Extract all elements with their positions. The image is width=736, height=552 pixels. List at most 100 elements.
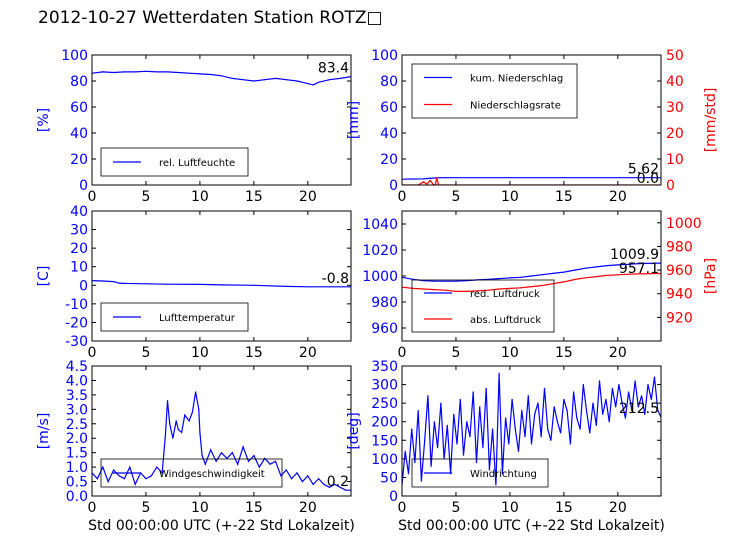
data-point — [253, 284, 255, 286]
y-tick-label: 100 — [61, 48, 88, 64]
data-point — [195, 391, 197, 393]
y-tick-label: 20 — [380, 152, 398, 168]
data-point — [541, 284, 543, 287]
data-point — [479, 406, 481, 408]
data-point — [488, 469, 490, 471]
data-point — [145, 283, 147, 285]
data-point — [439, 177, 441, 179]
data-point — [433, 421, 435, 423]
series-group — [402, 177, 661, 185]
y-right-tick-label: 1000 — [666, 216, 702, 232]
data-point — [301, 481, 303, 483]
x-tick-label: 5 — [141, 345, 150, 361]
data-point — [291, 478, 293, 480]
y-tick-label: 3.5 — [66, 388, 88, 404]
data-point — [444, 177, 446, 179]
data-point — [641, 395, 643, 397]
y-tick-label: 10 — [70, 260, 88, 276]
y-tick-label: 100 — [371, 48, 398, 64]
data-point — [453, 413, 455, 415]
data-point — [517, 450, 520, 452]
y-tick-label: 980 — [371, 295, 398, 311]
y-tick-label: 1.5 — [66, 446, 88, 462]
y-tick-label: 100 — [371, 452, 398, 468]
data-point — [435, 177, 438, 179]
x-tick-label: 0 — [398, 500, 407, 516]
data-point — [605, 398, 607, 400]
series-line-humidity-0 — [92, 70, 351, 86]
y-tick-label: 2.0 — [66, 431, 88, 447]
x-tick-label: 15 — [245, 189, 263, 205]
data-point — [424, 439, 426, 441]
legend-entry: Lufttemperatur — [159, 313, 236, 324]
data-point — [264, 79, 266, 81]
x-tick-label: 20 — [609, 189, 627, 205]
data-point — [455, 280, 457, 282]
data-point — [589, 432, 591, 434]
data-point — [407, 473, 410, 475]
data-point — [242, 79, 244, 81]
data-point — [328, 486, 330, 488]
data-point — [433, 289, 435, 291]
data-point — [164, 434, 166, 436]
y-tick-label: 0 — [389, 489, 398, 505]
plot-frame — [91, 365, 352, 497]
data-point — [498, 372, 500, 374]
legend-entry: Niederschlagsrate — [470, 101, 561, 112]
data-point — [253, 80, 255, 82]
data-point — [574, 278, 576, 281]
x-tick-label: 20 — [299, 189, 317, 205]
data-point — [541, 274, 543, 276]
data-point — [634, 380, 636, 382]
series-line-temperature-0 — [92, 280, 351, 288]
x-tick-label: 15 — [555, 345, 573, 361]
data-point — [129, 466, 131, 468]
chart-panel-windspeed: 0 5 10 15 20 0.00.51.01.52.02.53.03.54.04.5 [m… — [36, 359, 355, 534]
data-point — [285, 469, 287, 471]
data-point — [606, 274, 608, 276]
y-tick-label: 4.5 — [66, 359, 88, 375]
x-tick-label: 15 — [555, 189, 573, 205]
y-right-tick-label: 920 — [666, 310, 693, 326]
data-point — [550, 439, 552, 441]
data-point — [644, 413, 646, 415]
data-point — [231, 452, 233, 454]
data-point — [498, 278, 500, 280]
data-point — [430, 465, 432, 467]
data-point — [553, 406, 555, 408]
legend-entry: red. Luftdruck — [470, 289, 540, 300]
data-point — [466, 421, 468, 423]
x-tick-label: 15 — [245, 500, 263, 516]
y-tick-label: 150 — [371, 433, 398, 449]
data-point — [628, 263, 630, 265]
data-point — [220, 284, 223, 286]
data-point — [198, 408, 200, 410]
data-point — [624, 417, 627, 419]
data-point — [201, 455, 203, 457]
data-point — [161, 472, 163, 474]
data-point — [608, 421, 610, 423]
y-tick-label: 4.0 — [66, 373, 88, 389]
legend-box — [411, 63, 578, 119]
data-point — [637, 406, 639, 408]
data-point — [423, 178, 425, 180]
x-tick-label: 20 — [299, 500, 317, 516]
data-point — [530, 286, 533, 288]
data-point — [412, 278, 414, 280]
last-value-label: -0.8 — [322, 271, 349, 287]
legend: red. Luftdruck abs. Luftdruck — [411, 279, 555, 333]
data-point — [318, 81, 320, 83]
data-point — [547, 428, 549, 430]
x-axis-label: Std 00:00:00 UTC (+-22 Std Lokalzeit) — [398, 518, 665, 534]
data-point — [521, 410, 523, 412]
data-point — [258, 466, 260, 468]
legend-box — [411, 458, 549, 488]
data-point — [595, 266, 597, 268]
y-right-tick-label: 50 — [666, 48, 684, 64]
legend: Windgeschwindigkeit — [100, 458, 283, 488]
legend-entry: rel. Luftfeuchte — [159, 158, 235, 169]
data-point — [576, 417, 578, 419]
data-point — [296, 80, 298, 82]
